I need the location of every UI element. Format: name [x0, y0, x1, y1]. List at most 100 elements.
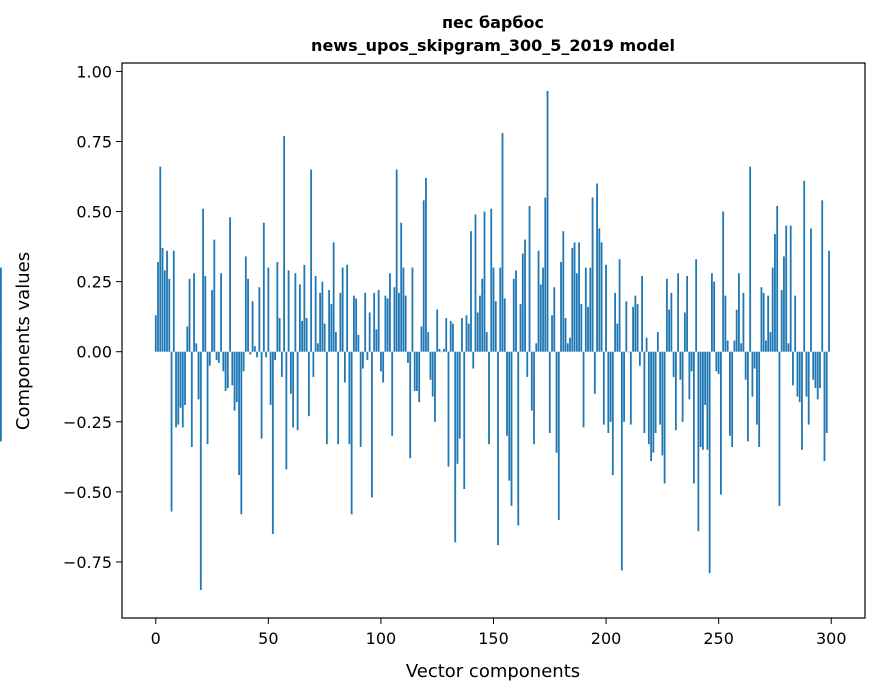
bar	[438, 348, 441, 352]
bar	[404, 295, 407, 352]
bar	[828, 250, 830, 352]
bar	[771, 267, 774, 352]
bar	[641, 276, 643, 352]
bar	[395, 169, 398, 352]
bar	[312, 351, 315, 377]
bar	[359, 351, 362, 448]
bar	[697, 351, 700, 532]
bar	[686, 276, 689, 352]
bar	[582, 351, 585, 428]
bar	[677, 273, 680, 352]
bar	[202, 208, 204, 352]
bar	[614, 292, 616, 352]
y-tick-label: 1.00	[76, 62, 112, 81]
bar	[803, 180, 806, 352]
bar	[159, 166, 162, 352]
bar	[753, 351, 756, 369]
bar	[285, 351, 288, 470]
bar	[515, 270, 517, 352]
bar	[760, 287, 763, 352]
bar	[479, 295, 481, 352]
bar	[701, 351, 704, 450]
bar	[456, 351, 459, 464]
bar	[305, 318, 308, 352]
bar	[251, 301, 254, 352]
bar	[706, 351, 709, 450]
bar	[578, 242, 580, 352]
bar	[810, 228, 812, 352]
bar	[661, 351, 664, 456]
bar	[256, 351, 258, 358]
bar	[350, 351, 353, 515]
bar	[240, 351, 243, 515]
bar	[353, 295, 355, 352]
bar	[420, 326, 423, 352]
bar	[449, 320, 452, 352]
bar	[729, 351, 731, 436]
bar	[521, 253, 524, 352]
bar	[819, 351, 821, 389]
x-tick-label: 50	[258, 629, 278, 648]
bar	[704, 351, 707, 405]
bar	[321, 281, 324, 352]
bar	[364, 292, 367, 352]
bar	[589, 267, 592, 352]
bar	[690, 351, 693, 372]
bar	[717, 351, 720, 375]
bar	[587, 306, 589, 352]
bar	[168, 278, 171, 352]
bar	[416, 351, 418, 391]
bar	[366, 351, 369, 361]
bar	[443, 348, 445, 352]
bar	[636, 304, 639, 352]
bar	[294, 273, 297, 352]
bar	[776, 205, 779, 352]
bar	[179, 351, 182, 408]
chart-subtitle: news_upos_skipgram_300_5_2019 model	[311, 36, 675, 55]
bar	[166, 250, 168, 352]
bar	[190, 351, 193, 448]
bar	[616, 323, 619, 352]
bar	[600, 242, 603, 352]
bar	[161, 248, 164, 352]
bar	[767, 295, 770, 352]
bar	[488, 351, 490, 445]
bar	[483, 211, 486, 352]
bar	[591, 197, 594, 352]
bar	[632, 306, 634, 352]
bar	[429, 351, 432, 380]
bar	[548, 351, 551, 433]
x-axis-label: Vector components	[406, 661, 580, 682]
bar	[643, 351, 646, 433]
bar	[580, 304, 583, 352]
bar	[492, 267, 495, 352]
bar	[296, 351, 299, 431]
bar	[508, 351, 511, 481]
bar	[413, 351, 416, 391]
bar	[620, 351, 623, 571]
bar	[744, 351, 747, 380]
bar	[787, 343, 790, 352]
bar	[253, 346, 256, 352]
bar	[407, 351, 409, 363]
bar	[629, 351, 632, 425]
y-tick-label: −0.75	[63, 553, 112, 572]
bar	[238, 351, 240, 476]
bar	[377, 290, 380, 352]
bar	[758, 351, 761, 448]
bar	[742, 292, 745, 352]
bar	[625, 301, 628, 352]
bar	[0, 267, 2, 352]
bar	[199, 351, 202, 590]
bar	[553, 287, 556, 352]
bar	[551, 315, 553, 352]
bar	[461, 318, 463, 352]
bar	[188, 278, 191, 352]
bar	[303, 264, 306, 352]
bar	[726, 340, 729, 352]
bar	[627, 351, 630, 353]
bar	[172, 250, 175, 352]
bar	[177, 351, 180, 425]
bar	[699, 351, 702, 448]
